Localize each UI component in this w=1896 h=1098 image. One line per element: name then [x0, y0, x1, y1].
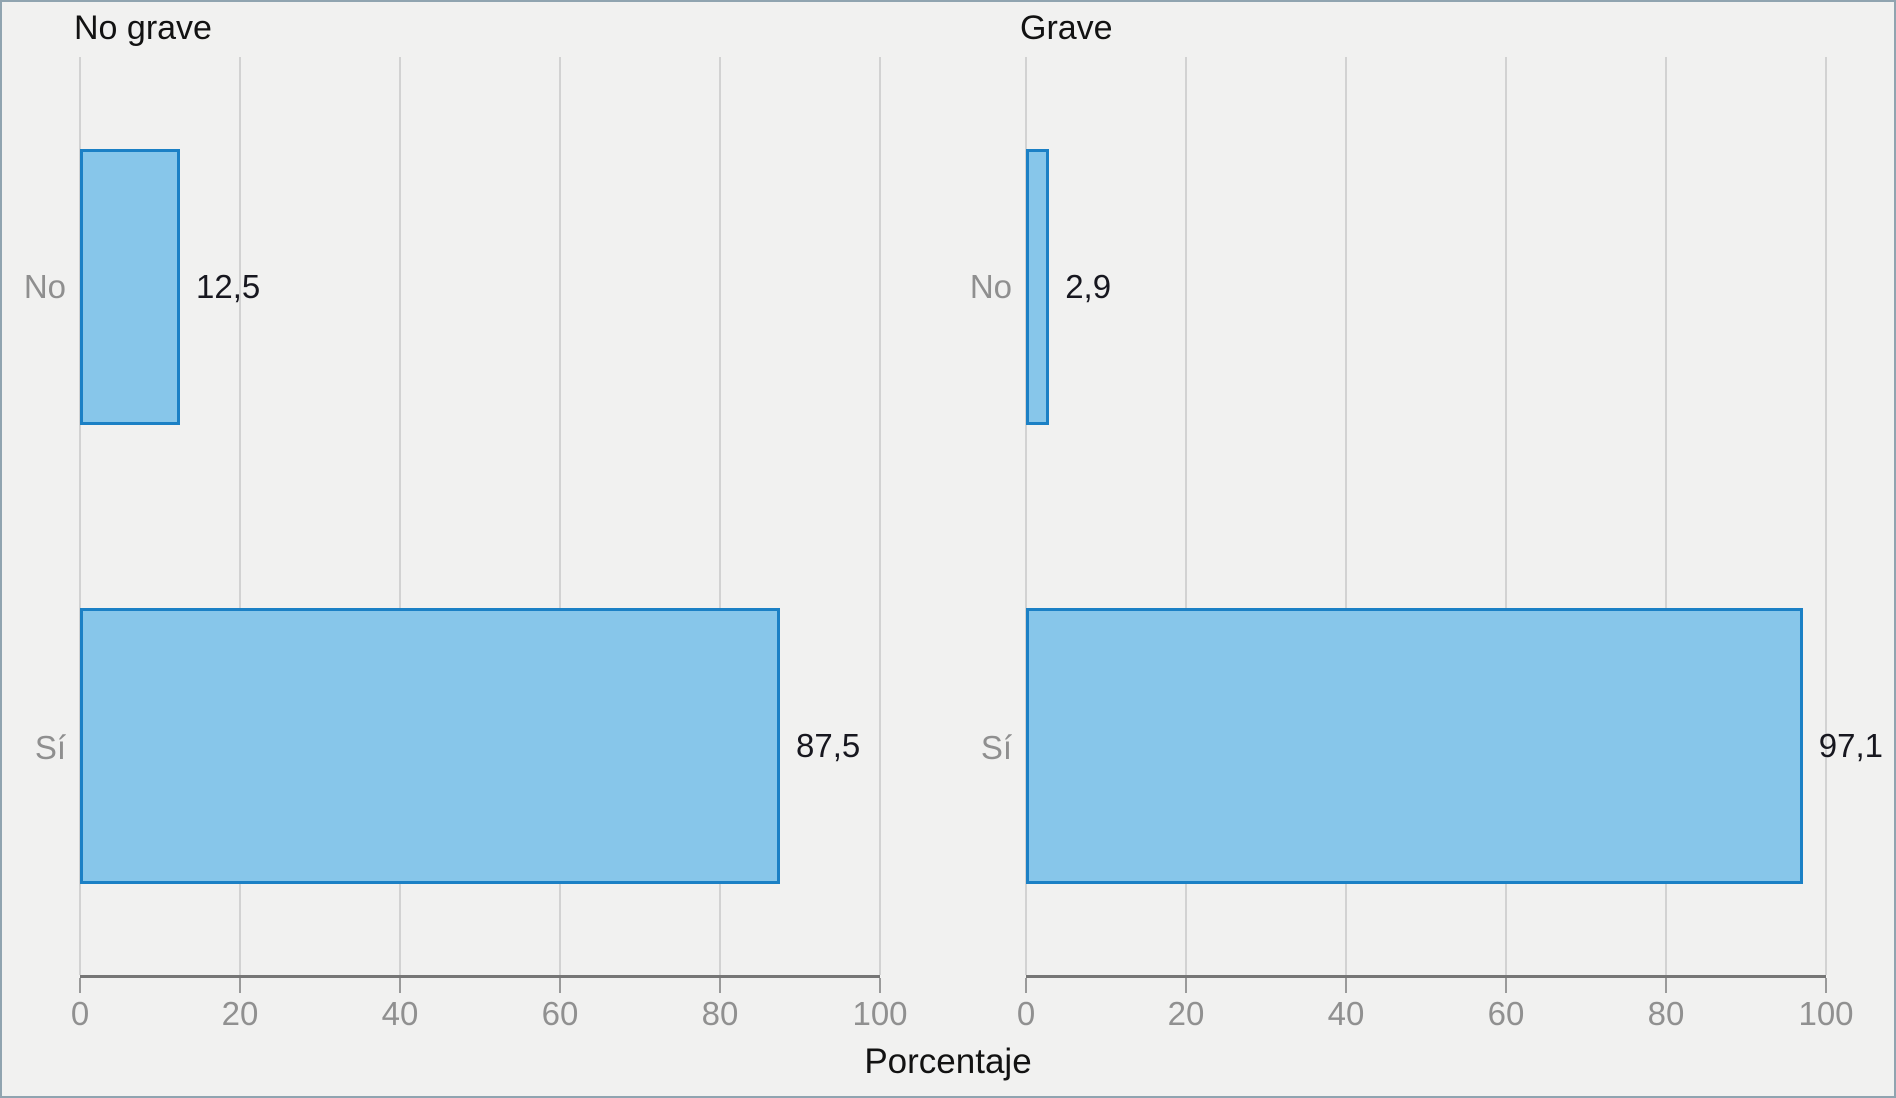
x-tick-label: 100: [852, 995, 908, 1032]
y-category-label: No: [23, 268, 66, 306]
plot-area: 12,5 87,5: [79, 57, 881, 978]
tick-mark: [879, 978, 881, 993]
x-tick-label: 60: [1487, 995, 1525, 1032]
x-tick-label: 100: [1798, 995, 1854, 1032]
axis-spacer: [948, 978, 1026, 1034]
gridline: [1505, 57, 1507, 975]
category-band: 12,5: [80, 57, 880, 516]
x-axis-ticks: 0 20 40 60 80 100: [71, 978, 908, 1034]
bar-value-label: 97,1: [1818, 726, 1884, 764]
category-band: 2,9: [1026, 57, 1826, 516]
gridline: [79, 57, 81, 975]
y-category-label: No: [969, 268, 1012, 306]
gridline: [399, 57, 401, 975]
x-axis-title: Porcentaje: [864, 1042, 1032, 1081]
x-tick-label: 0: [1016, 995, 1036, 1032]
tick-mark: [239, 978, 241, 993]
gridline: [1665, 57, 1667, 975]
tick-mark: [79, 978, 81, 993]
tick-mark: [719, 978, 721, 993]
gridline: [559, 57, 561, 975]
category-band: 87,5: [80, 516, 880, 975]
y-axis-labels: No Sí: [2, 57, 80, 978]
facet-body: No Sí 12,5 87,5: [2, 57, 948, 978]
facet-panel: Grave No Sí 2,9 97,1 0 20 40 60 80 100: [948, 2, 1894, 1034]
tick-mark: [1025, 978, 1027, 993]
gridline: [1345, 57, 1347, 975]
x-tick-label: 40: [381, 995, 419, 1032]
gridline: [1025, 57, 1027, 975]
x-axis-title-row: Porcentaje: [2, 1034, 1894, 1096]
x-tick-label: 20: [1167, 995, 1205, 1032]
tick-mark: [559, 978, 561, 993]
tick-mark: [1825, 978, 1827, 993]
x-tick-label: 60: [541, 995, 579, 1032]
bar: [1026, 607, 1803, 884]
tick-mark: [1505, 978, 1507, 993]
gridline: [1825, 57, 1827, 975]
gridline: [719, 57, 721, 975]
gridline: [879, 57, 881, 975]
y-axis-labels: No Sí: [948, 57, 1026, 978]
y-category-label: Sí: [980, 728, 1012, 766]
x-axis-row: 0 20 40 60 80 100: [2, 978, 948, 1034]
x-tick-label: 80: [1647, 995, 1685, 1032]
facet-panels-row: No grave No Sí 12,5 87,5 0 20 40 60 80 100 Grave No S…: [2, 2, 1894, 1034]
facet-panel: No grave No Sí 12,5 87,5 0 20 40 60 80 100: [2, 2, 948, 1034]
bar: [1026, 148, 1050, 425]
x-tick-label: 0: [70, 995, 90, 1032]
facet-title: No grave: [74, 9, 212, 47]
x-axis-row: 0 20 40 60 80 100: [948, 978, 1894, 1034]
tick-mark: [1345, 978, 1347, 993]
gridline: [1185, 57, 1187, 975]
bar: [80, 148, 180, 425]
facet-title: Grave: [1020, 9, 1113, 47]
category-band: 97,1: [1026, 516, 1883, 975]
facet-body: No Sí 2,9 97,1: [948, 57, 1894, 978]
y-category-label: Sí: [34, 728, 66, 766]
x-tick-label: 20: [221, 995, 259, 1032]
bar-value-label: 87,5: [796, 726, 861, 764]
bar-value-label: 2,9: [1065, 267, 1112, 305]
bar: [80, 607, 780, 884]
x-tick-label: 40: [1327, 995, 1365, 1032]
tick-mark: [1185, 978, 1187, 993]
x-axis-ticks: 0 20 40 60 80 100: [1017, 978, 1854, 1034]
plot-area: 2,9 97,1: [1025, 57, 1883, 978]
bar-value-label: 12,5: [196, 267, 261, 305]
gridline: [239, 57, 241, 975]
x-tick-label: 80: [701, 995, 739, 1032]
tick-mark: [1665, 978, 1667, 993]
tick-mark: [399, 978, 401, 993]
axis-spacer: [2, 978, 80, 1034]
